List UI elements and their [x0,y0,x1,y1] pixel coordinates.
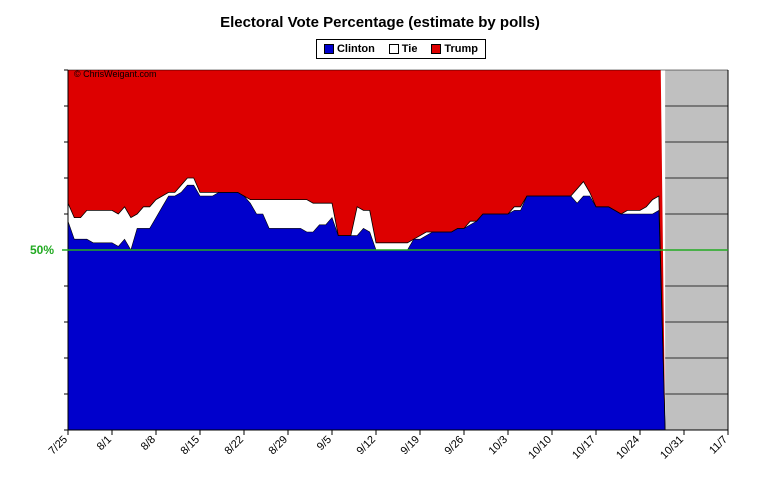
legend-swatch-trump [431,44,442,54]
x-tick-label: 9/12 [354,434,378,458]
legend-swatch-clinton [323,44,334,54]
copyright-annotation: © ChrisWeigant.com [74,69,157,79]
series-area-clinton [68,185,666,430]
legend: Clinton Tie Trump [316,39,486,59]
x-tick-label: 10/17 [570,434,598,462]
x-tick-label: 11/7 [707,434,730,457]
series-line-clinton [67,184,666,431]
x-tick-label: 8/29 [266,434,290,458]
x-tick-label: 8/8 [139,434,158,453]
x-tick-label: 9/19 [398,434,422,458]
legend-label-trump: Trump [444,43,479,55]
fifty-percent-label: 50% [30,243,55,257]
x-tick-label: 9/5 [315,434,334,453]
x-tick-label: 8/1 [95,434,114,453]
x-tick-label: 10/24 [614,434,642,462]
x-tick-label: 7/25 [46,434,70,458]
x-tick-label: 10/3 [486,434,510,458]
series-area-trump [68,70,666,430]
legend-label-clinton: Clinton [336,43,375,55]
x-tick-label: 10/31 [658,434,686,462]
legend-item-clinton: Clinton [323,43,375,55]
x-tick-label: 8/22 [222,434,246,458]
chart-title: Electoral Vote Percentage (estimate by p… [220,14,540,31]
series-area-tie [68,178,666,430]
legend-label-tie: Tie [401,43,418,55]
legend-item-tie: Tie [388,43,418,55]
legend-swatch-tie [388,44,399,54]
x-tick-label: 8/15 [178,434,202,458]
x-tick-label: 9/26 [442,434,466,458]
legend-item-trump: Trump [431,43,478,55]
x-tick-label: 10/10 [526,434,554,462]
